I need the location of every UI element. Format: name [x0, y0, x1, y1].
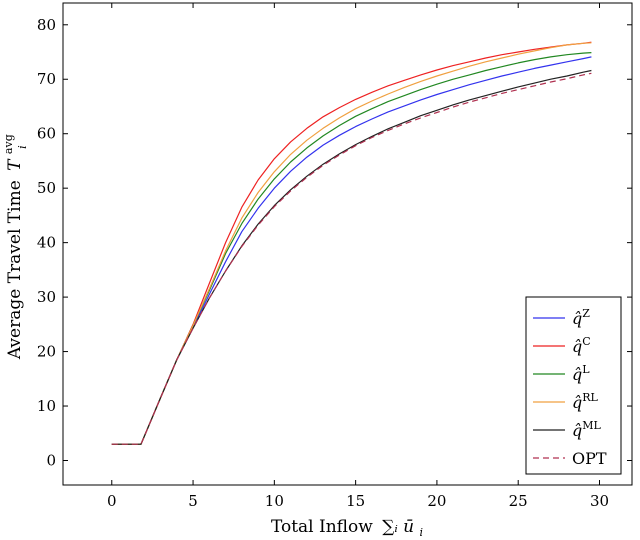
y-tick-label: 50 — [37, 179, 56, 197]
plot-frame — [62, 2, 633, 486]
x-tick-label: 20 — [427, 492, 446, 510]
x-axis-label-sub: i — [420, 526, 424, 539]
legend-box — [525, 296, 622, 475]
y-axis-label-text: Average Travel Time — [5, 180, 25, 360]
x-tick-label: 10 — [265, 492, 284, 510]
legend-label-name: q̂ — [572, 337, 582, 356]
legend-label: q̂Z — [572, 307, 590, 328]
legend-label: q̂RL — [572, 391, 599, 412]
legend-label-name: q̂ — [572, 393, 582, 412]
legend-label: OPT — [572, 449, 607, 468]
x-axis-label-text: Total Inflow — [271, 517, 373, 537]
legend-label: q̂ML — [572, 419, 602, 440]
legend-label-sup: L — [582, 363, 590, 376]
series-line-z — [111, 56, 592, 445]
y-axis-label: Average Travel Time T avg i — [0, 129, 29, 360]
series-lines — [111, 41, 592, 445]
y-axis-label-sub: i — [16, 145, 29, 149]
x-tick-label: 25 — [509, 492, 528, 510]
x-axis-label: Total Inflow ∑ᵢ ū i — [271, 517, 423, 539]
legend-label-sup: C — [582, 335, 590, 348]
y-tick-label: 80 — [37, 16, 56, 34]
y-tick-label: 20 — [37, 343, 56, 361]
series-line-ml — [111, 69, 592, 445]
legend-label-sup: ML — [582, 419, 601, 432]
legend-label: q̂L — [572, 363, 590, 384]
x-tick-label: 15 — [346, 492, 365, 510]
y-axis-label-math: T — [5, 158, 25, 171]
y-tick-label: 30 — [37, 288, 56, 306]
y-tick-label: 60 — [37, 125, 56, 143]
x-axis-label-math: ∑ᵢ ū — [382, 517, 414, 537]
legend-label-sup: RL — [582, 391, 598, 404]
y-tick-label: 70 — [37, 70, 56, 88]
y-tick-label: 0 — [46, 451, 56, 469]
ticks: 0 5 10 15 20 25 30 0 10 20 30 40 50 60 70 80 — [37, 3, 632, 510]
legend-label-name: q̂ — [572, 421, 582, 440]
series-line-c — [111, 41, 592, 445]
legend-label-sup: Z — [582, 307, 590, 320]
y-axis-label-sup: avg — [2, 134, 15, 154]
series-line-opt — [111, 72, 592, 445]
legend-label-name: OPT — [572, 449, 607, 468]
x-tick-label: 30 — [590, 492, 609, 510]
y-tick-label: 10 — [37, 397, 56, 415]
x-tick-label: 5 — [188, 492, 198, 510]
y-tick-label: 40 — [37, 234, 56, 252]
series-line-rl — [111, 42, 592, 445]
legend-label: q̂C — [572, 335, 591, 356]
legend-label-name: q̂ — [572, 365, 582, 384]
legend-label-name: q̂ — [572, 309, 582, 328]
x-tick-label: 0 — [107, 492, 117, 510]
